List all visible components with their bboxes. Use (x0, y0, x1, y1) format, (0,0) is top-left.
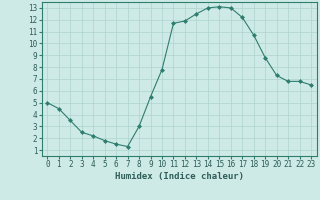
X-axis label: Humidex (Indice chaleur): Humidex (Indice chaleur) (115, 172, 244, 181)
